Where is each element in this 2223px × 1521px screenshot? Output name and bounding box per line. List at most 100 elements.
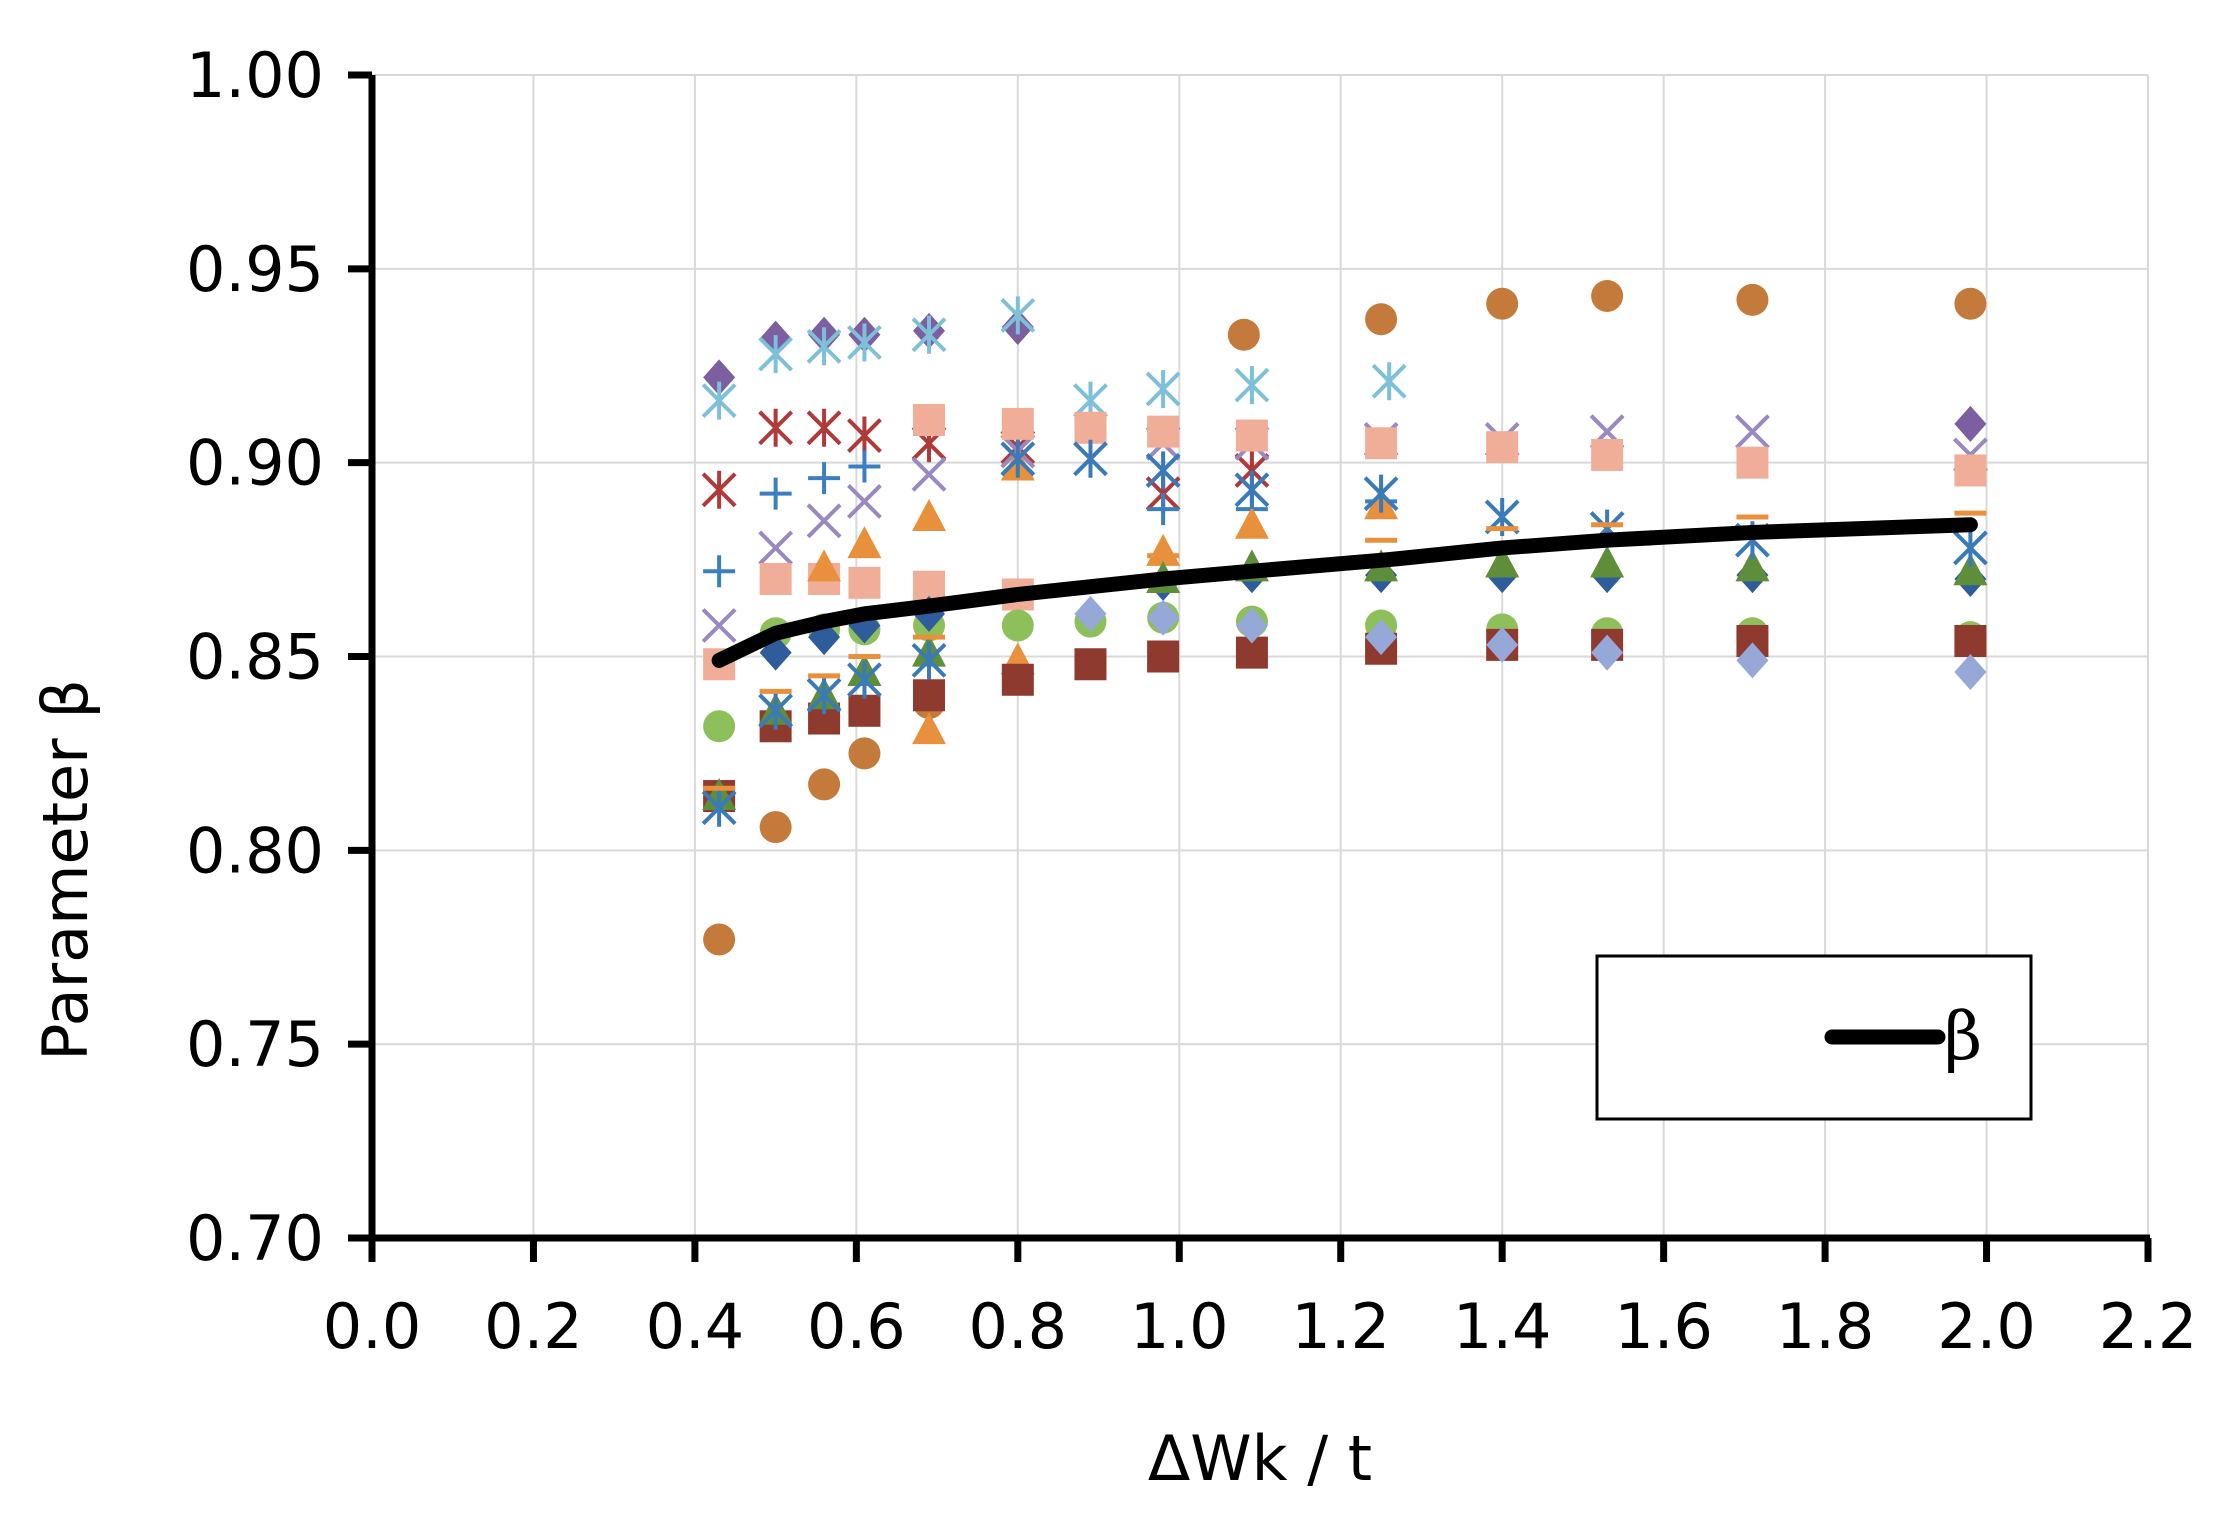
data-point xyxy=(807,549,842,582)
data-point xyxy=(912,712,947,745)
x-tick-label: 1.0 xyxy=(1130,1290,1229,1363)
y-tick-label: 0.85 xyxy=(186,621,324,694)
data-point xyxy=(808,768,841,801)
x-tick-label: 0.2 xyxy=(484,1290,583,1363)
data-point xyxy=(847,484,882,519)
data-point xyxy=(759,477,792,510)
data-point xyxy=(913,679,946,712)
data-point xyxy=(847,323,882,362)
data-point xyxy=(1954,287,1987,320)
data-point xyxy=(701,381,737,420)
data-point xyxy=(1485,545,1520,578)
series-series-1 xyxy=(703,279,1987,956)
data-point xyxy=(1234,366,1270,405)
data-point xyxy=(1736,283,1769,316)
data-point xyxy=(912,498,947,531)
data-point xyxy=(1591,279,1624,312)
x-axis-title: ΔWk / t xyxy=(1148,1422,1372,1495)
data-point xyxy=(1147,415,1180,448)
y-tick-label: 0.75 xyxy=(186,1008,324,1081)
data-point xyxy=(1371,362,1407,401)
legend-label: β xyxy=(1944,998,1982,1075)
data-point xyxy=(1000,439,1036,478)
data-point xyxy=(1735,549,1770,582)
data-point xyxy=(1954,454,1987,487)
data-point xyxy=(1001,663,1034,696)
data-point xyxy=(848,566,881,599)
data-point xyxy=(1235,419,1268,452)
data-point xyxy=(911,315,947,354)
data-point xyxy=(808,462,841,495)
data-point xyxy=(1365,619,1398,656)
data-point xyxy=(1235,607,1268,644)
x-tick-label: 0.4 xyxy=(646,1290,745,1363)
data-point xyxy=(1486,626,1519,663)
data-point xyxy=(847,526,882,559)
data-point xyxy=(847,660,882,699)
data-point xyxy=(703,359,736,396)
data-point xyxy=(703,710,736,743)
data-point xyxy=(1736,446,1769,479)
data-point xyxy=(848,737,881,770)
data-point xyxy=(759,562,792,595)
data-point xyxy=(1001,407,1034,440)
x-tick-label: 1.2 xyxy=(1291,1290,1390,1363)
data-point xyxy=(758,530,794,566)
data-point xyxy=(806,503,842,539)
data-point xyxy=(806,676,842,715)
data-point xyxy=(703,555,736,588)
data-point xyxy=(1001,609,1034,642)
data-point xyxy=(1227,318,1260,351)
data-point xyxy=(1000,296,1036,335)
axes xyxy=(348,71,2152,1262)
data-point xyxy=(1590,545,1625,578)
x-tick-label: 2.2 xyxy=(2099,1290,2198,1363)
data-point xyxy=(1365,427,1398,460)
beta-fit-line xyxy=(711,517,1978,668)
data-point xyxy=(1954,624,1987,657)
data-point xyxy=(848,694,881,727)
y-axis-title: Parameter β xyxy=(29,679,102,1061)
x-tick-label: 1.8 xyxy=(1776,1290,1875,1363)
fit-line-group xyxy=(711,517,1978,668)
data-point xyxy=(701,470,737,509)
data-point xyxy=(1953,553,1988,586)
data-point xyxy=(911,641,947,680)
data-point xyxy=(1145,451,1181,490)
data-point xyxy=(1074,648,1107,681)
y-tick-label: 1.00 xyxy=(186,39,324,112)
y-tick-label: 0.70 xyxy=(186,1202,324,1275)
data-point xyxy=(806,408,842,447)
data-point xyxy=(1074,595,1107,632)
series-series-12 xyxy=(1074,595,1987,691)
data-point xyxy=(1736,642,1769,679)
x-tick-label: 0.8 xyxy=(969,1290,1068,1363)
data-point xyxy=(1486,287,1519,320)
data-point xyxy=(913,404,946,437)
data-point xyxy=(1234,506,1269,539)
y-tick-label: 0.90 xyxy=(186,427,324,500)
data-point xyxy=(847,416,882,455)
data-point xyxy=(701,788,737,827)
y-tick-label: 0.80 xyxy=(186,814,324,887)
tick-labels: 0.70 0.75 0.80 0.85 0.90 0.95 1.00 0.0 0.2 0.4 0.6… xyxy=(186,39,2197,1363)
x-tick-label: 0.0 xyxy=(323,1290,422,1363)
data-point xyxy=(1074,411,1107,444)
legend-box xyxy=(1595,954,2033,1121)
data-point xyxy=(1073,439,1108,478)
data-point xyxy=(1365,303,1398,336)
data-point xyxy=(1486,431,1519,464)
data-point xyxy=(806,327,842,366)
x-tick-label: 2.0 xyxy=(1937,1290,2036,1363)
data-point xyxy=(1591,634,1624,671)
series-series-7 xyxy=(703,411,1987,681)
data-point xyxy=(1954,654,1987,691)
data-point xyxy=(1147,493,1180,526)
y-tick-label: 0.95 xyxy=(186,233,324,306)
data-point xyxy=(758,335,794,374)
data-point xyxy=(1145,370,1181,409)
data-point xyxy=(1591,438,1624,471)
data-point xyxy=(1363,474,1399,513)
x-tick-label: 1.4 xyxy=(1453,1290,1552,1363)
